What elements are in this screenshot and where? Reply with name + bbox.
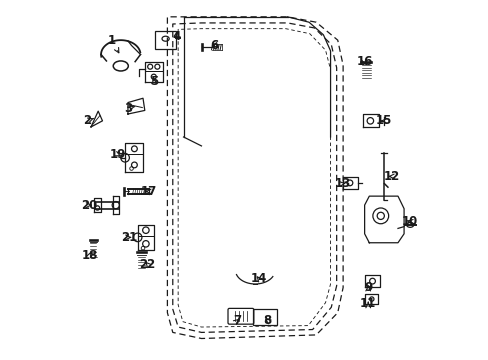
Text: 19: 19	[110, 148, 126, 161]
Text: 7: 7	[233, 314, 241, 327]
Text: 8: 8	[263, 314, 271, 327]
Text: 13: 13	[334, 177, 350, 190]
Text: 16: 16	[356, 55, 372, 68]
Text: 21: 21	[121, 231, 137, 244]
Text: 18: 18	[81, 249, 98, 262]
Text: 22: 22	[139, 258, 156, 271]
Text: 11: 11	[359, 297, 376, 310]
Text: 9: 9	[364, 281, 371, 294]
Text: 2: 2	[82, 114, 93, 127]
Text: 20: 20	[81, 199, 98, 212]
Text: 14: 14	[250, 272, 266, 285]
Text: 5: 5	[150, 75, 158, 88]
Text: 17: 17	[140, 185, 156, 198]
Text: 4: 4	[172, 30, 180, 43]
Text: 12: 12	[383, 170, 399, 183]
Text: 6: 6	[209, 39, 218, 52]
Text: 1: 1	[107, 33, 119, 53]
Text: 10: 10	[401, 215, 417, 228]
Text: 15: 15	[375, 114, 392, 127]
Text: 3: 3	[123, 102, 135, 115]
